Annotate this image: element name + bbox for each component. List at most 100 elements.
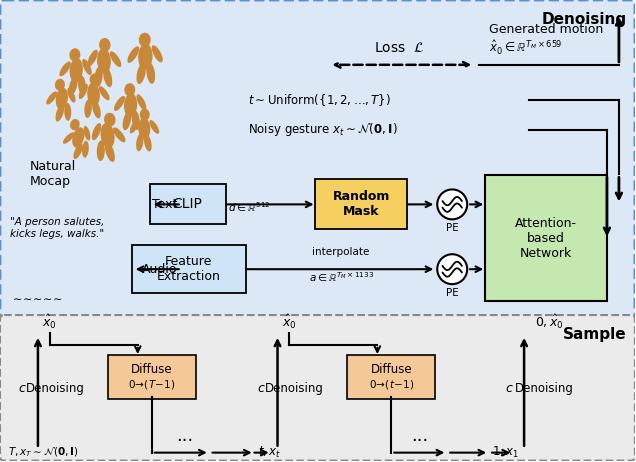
Text: "A person salutes,
kicks legs, walks.": "A person salutes, kicks legs, walks." [10,217,104,239]
Ellipse shape [73,143,83,159]
Ellipse shape [56,88,68,109]
Ellipse shape [46,91,57,104]
Ellipse shape [99,86,109,100]
Ellipse shape [85,99,92,118]
Text: interpolate: interpolate [312,247,369,257]
Text: Random
Mask: Random Mask [333,190,390,219]
Ellipse shape [69,76,78,95]
Ellipse shape [127,46,139,63]
FancyBboxPatch shape [347,355,435,399]
Circle shape [437,254,467,284]
Text: Denoising: Denoising [265,383,324,395]
Ellipse shape [94,67,103,87]
Ellipse shape [137,63,146,84]
Ellipse shape [138,118,150,140]
Ellipse shape [72,127,85,147]
Text: Audio: Audio [142,263,177,276]
Ellipse shape [138,43,153,70]
Circle shape [437,189,467,219]
Text: $d \in \mathbb{R}^{512}$: $d \in \mathbb{R}^{512}$ [228,201,270,214]
Text: Diffuse: Diffuse [131,364,172,377]
Ellipse shape [82,141,89,158]
Text: Feature
Extraction: Feature Extraction [156,255,221,283]
Text: Noisy gesture $x_t \sim \mathcal{N}(\mathbf{0},\mathbf{I})$: Noisy gesture $x_t \sim \mathcal{N}(\mat… [247,121,398,138]
Ellipse shape [90,73,100,86]
Text: Denoising: Denoising [25,383,85,395]
Ellipse shape [70,119,80,130]
Text: $0\!\rightarrow\!(T\!-\!1)$: $0\!\rightarrow\!(T\!-\!1)$ [128,378,176,391]
Ellipse shape [87,83,100,106]
Text: Denoising: Denoising [542,12,627,27]
Text: $c$: $c$ [505,383,513,395]
Ellipse shape [136,134,144,152]
Text: ...: ... [176,427,193,444]
FancyBboxPatch shape [0,0,635,319]
Text: Attention-
based
Network: Attention- based Network [515,217,577,260]
Text: Denoising: Denoising [515,383,574,395]
FancyBboxPatch shape [0,315,635,461]
Ellipse shape [132,110,140,130]
Ellipse shape [97,140,105,161]
Ellipse shape [78,75,86,95]
Ellipse shape [59,61,71,76]
Ellipse shape [124,83,135,96]
Ellipse shape [139,33,151,47]
Ellipse shape [97,49,111,73]
Ellipse shape [123,111,132,130]
Ellipse shape [88,50,98,67]
Ellipse shape [110,51,121,67]
Ellipse shape [82,59,92,75]
Text: $t \sim \mathrm{Uniform}(\{1,2,\ldots,T\})$: $t \sim \mathrm{Uniform}(\{1,2,\ldots,T\… [247,92,391,108]
Text: $\hat{x}_0$: $\hat{x}_0$ [43,313,57,331]
Ellipse shape [104,113,116,127]
Text: Generated motion: Generated motion [489,24,604,36]
Ellipse shape [146,62,155,84]
Ellipse shape [105,142,115,162]
Ellipse shape [149,120,159,134]
Ellipse shape [92,123,101,140]
Ellipse shape [55,79,65,91]
Ellipse shape [67,88,76,103]
FancyBboxPatch shape [108,355,196,399]
Text: Text: Text [152,198,177,211]
Text: $c$: $c$ [18,383,26,395]
Ellipse shape [79,84,88,99]
Ellipse shape [100,123,114,148]
Text: $\sim\!\!\sim\!\!\sim\!\!\sim\!\!\sim$: $\sim\!\!\sim\!\!\sim\!\!\sim\!\!\sim$ [10,294,62,304]
Text: $0, \hat{x}_0$: $0, \hat{x}_0$ [535,313,564,331]
Text: PE: PE [446,288,459,298]
Ellipse shape [92,100,100,118]
Ellipse shape [99,38,111,52]
Text: $0\!\rightarrow\!(t\!-\!1)$: $0\!\rightarrow\!(t\!-\!1)$ [369,378,414,391]
Text: Diffuse: Diffuse [371,364,412,377]
Text: $t, x_t$: $t, x_t$ [258,445,280,460]
Ellipse shape [130,119,139,134]
Ellipse shape [124,93,137,117]
Text: $\hat{x}_0 \in \mathbb{R}^{T_M \times 659}$: $\hat{x}_0 \in \mathbb{R}^{T_M \times 65… [489,39,563,57]
Ellipse shape [64,103,71,121]
FancyBboxPatch shape [315,179,407,229]
Text: Natural
Mocap: Natural Mocap [30,159,76,188]
Ellipse shape [152,45,163,62]
FancyBboxPatch shape [132,245,245,293]
Ellipse shape [140,109,149,121]
Text: $1, x_1$: $1, x_1$ [492,445,519,460]
Ellipse shape [69,48,80,61]
Text: Sample: Sample [563,327,627,342]
Text: $c$: $c$ [257,383,266,395]
Text: CLIP: CLIP [173,197,203,212]
Ellipse shape [114,96,125,111]
FancyBboxPatch shape [149,184,226,225]
Text: Loss  $\mathcal{L}$: Loss $\mathcal{L}$ [374,41,425,55]
Text: $\hat{x}_0$: $\hat{x}_0$ [282,313,297,331]
Text: PE: PE [446,223,459,233]
Ellipse shape [103,67,113,87]
Ellipse shape [55,104,64,122]
Text: $T, x_T \sim \mathcal{N}(\mathbf{0},\mathbf{I})$: $T, x_T \sim \mathcal{N}(\mathbf{0},\mat… [8,446,79,459]
Ellipse shape [137,94,146,110]
Ellipse shape [144,134,151,152]
Text: $a \in \mathbb{R}^{T_M \times 1133}$: $a \in \mathbb{R}^{T_M \times 1133}$ [310,270,375,284]
FancyBboxPatch shape [485,176,607,301]
Ellipse shape [63,132,74,144]
Ellipse shape [83,126,90,140]
